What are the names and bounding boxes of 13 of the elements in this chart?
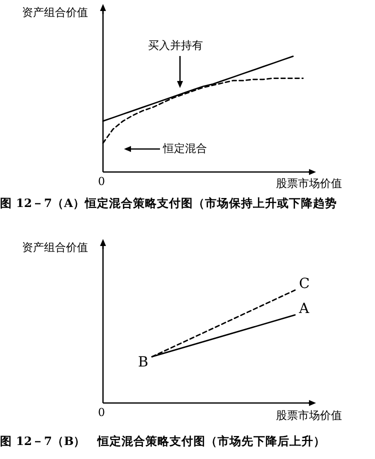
- series-label: C: [299, 276, 310, 292]
- text: 图 12－7（A）恒定混合策略支付图（市场保持上升或下降趋势: [0, 196, 338, 211]
- x-axis-title: 股票市场价值: [276, 408, 342, 423]
- text: 0: [98, 175, 105, 188]
- y-axis-title: 资产组合价值: [22, 240, 88, 255]
- series-label: A: [298, 300, 310, 317]
- x-axis-title: 股票市场价值: [276, 176, 342, 191]
- text: 买入并持有: [148, 38, 203, 53]
- text: 0: [98, 406, 105, 419]
- annotation: 恒定混合: [163, 141, 207, 156]
- y-axis-title: 资产组合价值: [22, 5, 88, 20]
- text: 图 12－7（B） 恒定混合策略支付图（市场先下降后上升）: [0, 434, 327, 449]
- annotation: B: [138, 354, 148, 371]
